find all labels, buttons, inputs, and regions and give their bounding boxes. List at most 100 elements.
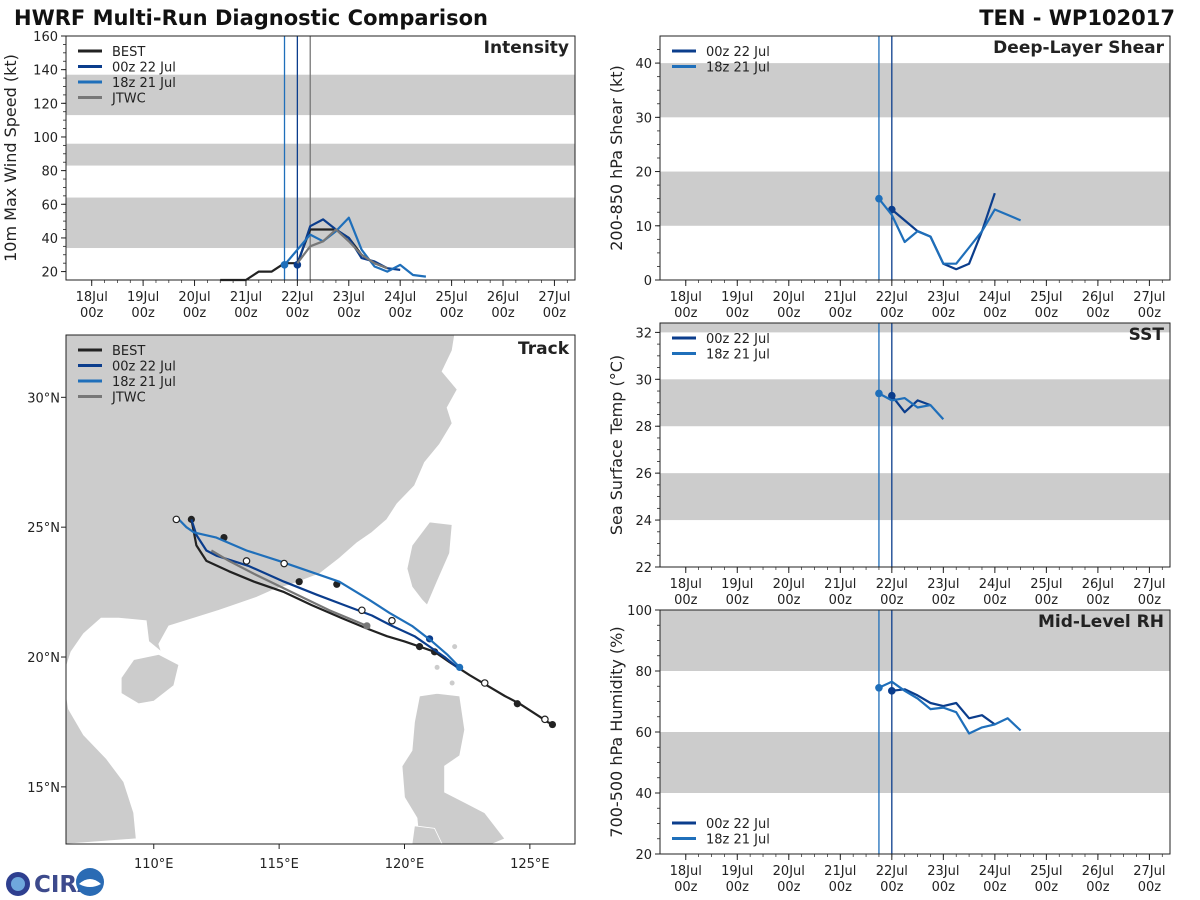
shear-series-18z-21-jul [878,198,1022,265]
sst-xtick-label: 18Jul 00z [670,577,702,608]
sst-xtick-line: 25Jul [1030,577,1062,592]
sst-xtick-line: 00z [726,593,750,608]
rh-xtick-line: 00z [880,880,904,895]
track-point-best [548,720,557,729]
cira-wave-icon [79,879,101,887]
intensity-series-jtwc [296,228,388,270]
intensity-legend-label-best: BEST [112,45,145,60]
shear-band-0 [660,171,1170,226]
intensity-band-1 [66,143,575,166]
shear-band-1 [660,63,1170,118]
shear-xtick-line: 00z [777,306,801,321]
rh-xtick-line: 20Jul [773,864,805,879]
track-lat-label: 20°N [27,651,60,666]
sst-xtick-label: 20Jul 00z [773,577,805,608]
track-lon-label: 125°E [510,857,550,872]
intensity-xtick-line: 22Jul [281,290,313,305]
track-legend-label-jtwc: JTWC [111,391,146,406]
rh-legend-label-00z-22-jul: 00z 22 Jul [706,817,770,832]
rh-series-18z-21-jul [878,680,1022,735]
intensity-xtick-line: 23Jul [333,290,365,305]
track-point-open-best [480,679,489,687]
sst-marker-00z-22-jul [888,391,896,400]
track-point-best [415,643,424,651]
intensity-series-18z-21-jul [283,216,427,278]
intensity-band-2 [66,74,575,116]
rh-xtick-label: 26Jul 00z [1082,864,1114,895]
shear-xtick-label: 19Jul 00z [721,290,753,321]
sst-xtick-label: 24Jul 00z [979,577,1011,608]
intensity-xtick-label: 27Jul 00z [538,290,570,321]
rh-xtick-line: 00z [777,880,801,895]
rh-ytick-label: 100 [627,604,652,619]
intensity-xtick-line: 00z [234,306,258,321]
storm-id: TEN - WP102017 [979,6,1175,30]
shear-xtick-label: 20Jul 00z [773,290,805,321]
shear-ytick-label: 30 [635,111,652,126]
intensity-xtick-line: 26Jul [487,290,519,305]
shear-xtick-label: 22Jul 00z [876,290,908,321]
sst-series-00z-22-jul [890,395,931,414]
track-point-open-18z-21-jul [172,515,181,524]
sst-xtick-line: 00z [1086,593,1110,608]
shear-xtick-line: 00z [880,306,904,321]
intensity-ytick-label: 20 [41,266,58,281]
intensity-legend-label-00z-22-jul: 00z 22 Jul [112,61,176,76]
sst-xtick-line: 27Jul [1133,577,1165,592]
rh-xtick-label: 21Jul 00z [824,864,856,895]
sst-xtick-label: 23Jul 00z [927,577,959,608]
shear-xtick-line: 00z [1086,306,1110,321]
rh-xtick-label: 25Jul 00z [1030,864,1062,895]
rh-xtick-label: 24Jul 00z [979,864,1011,895]
sst-xtick-label: 25Jul 00z [1030,577,1062,608]
intensity-xtick-label: 18Jul 00z [76,290,108,321]
shear-xtick-label: 18Jul 00z [670,290,702,321]
sst-xtick-label: 19Jul 00z [721,577,753,608]
shear-xtick-line: 21Jul [824,290,856,305]
rh-title: Mid-Level RH [1038,612,1164,632]
rh-xtick-label: 23Jul 00z [927,864,959,895]
sst-plot-area [660,323,1170,567]
figure-title: HWRF Multi-Run Diagnostic Comparison [14,6,488,30]
shear-xtick-line: 19Jul [721,290,753,305]
sst-ytick-label: 28 [635,420,652,435]
sst-xtick-line: 00z [777,593,801,608]
track-vietnam [66,693,137,844]
shear-xtick-label: 21Jul 00z [824,290,856,321]
sst-xtick-line: 19Jul [721,577,753,592]
track-legend-label-18z-21-jul: 18z 21 Jul [112,375,176,390]
rh-band-0 [660,732,1170,793]
sst-xtick-line: 00z [880,593,904,608]
rh-band-1 [660,610,1170,671]
track-hainan [120,653,180,705]
track-islet-2 [434,664,440,670]
rh-marker-00z-22-jul [888,687,896,695]
rh-ylabel: 700-500 hPa Humidity (%) [607,626,626,837]
rh-xtick-line: 19Jul [721,864,753,879]
cira-logo: CIRA [6,868,104,898]
sst-ylabel: Sea Surface Temp (°C) [607,355,626,535]
intensity-marker-18z-21-jul [280,261,289,269]
intensity-xtick-line: 27Jul [538,290,570,305]
intensity-xtick-label: 19Jul 00z [127,290,159,321]
intensity-xtick-line: 19Jul [127,290,159,305]
track-point-open-jtwc [358,606,366,615]
sst-ytick-label: 22 [635,561,652,576]
intensity-xtick-line: 00z [440,306,464,321]
shear-legend-label-00z-22-jul: 00z 22 Jul [706,45,770,60]
sst-xtick-line: 00z [932,593,956,608]
cira-globe-inner-icon [11,877,25,891]
rh-xtick-label: 19Jul 00z [721,864,753,895]
sst-xtick-line: 20Jul [773,577,805,592]
rh-ytick-label: 80 [635,665,652,680]
intensity-xtick-line: 24Jul [384,290,416,305]
intensity-xtick-label: 25Jul 00z [435,290,467,321]
rh-xtick-label: 20Jul 00z [773,864,805,895]
track-point-best [295,578,303,586]
track-islet-1 [449,680,455,686]
track-legend-label-00z-22-jul: 00z 22 Jul [112,360,176,375]
shear-xtick-line: 00z [983,306,1007,321]
rh-xtick-line: 23Jul [927,864,959,879]
